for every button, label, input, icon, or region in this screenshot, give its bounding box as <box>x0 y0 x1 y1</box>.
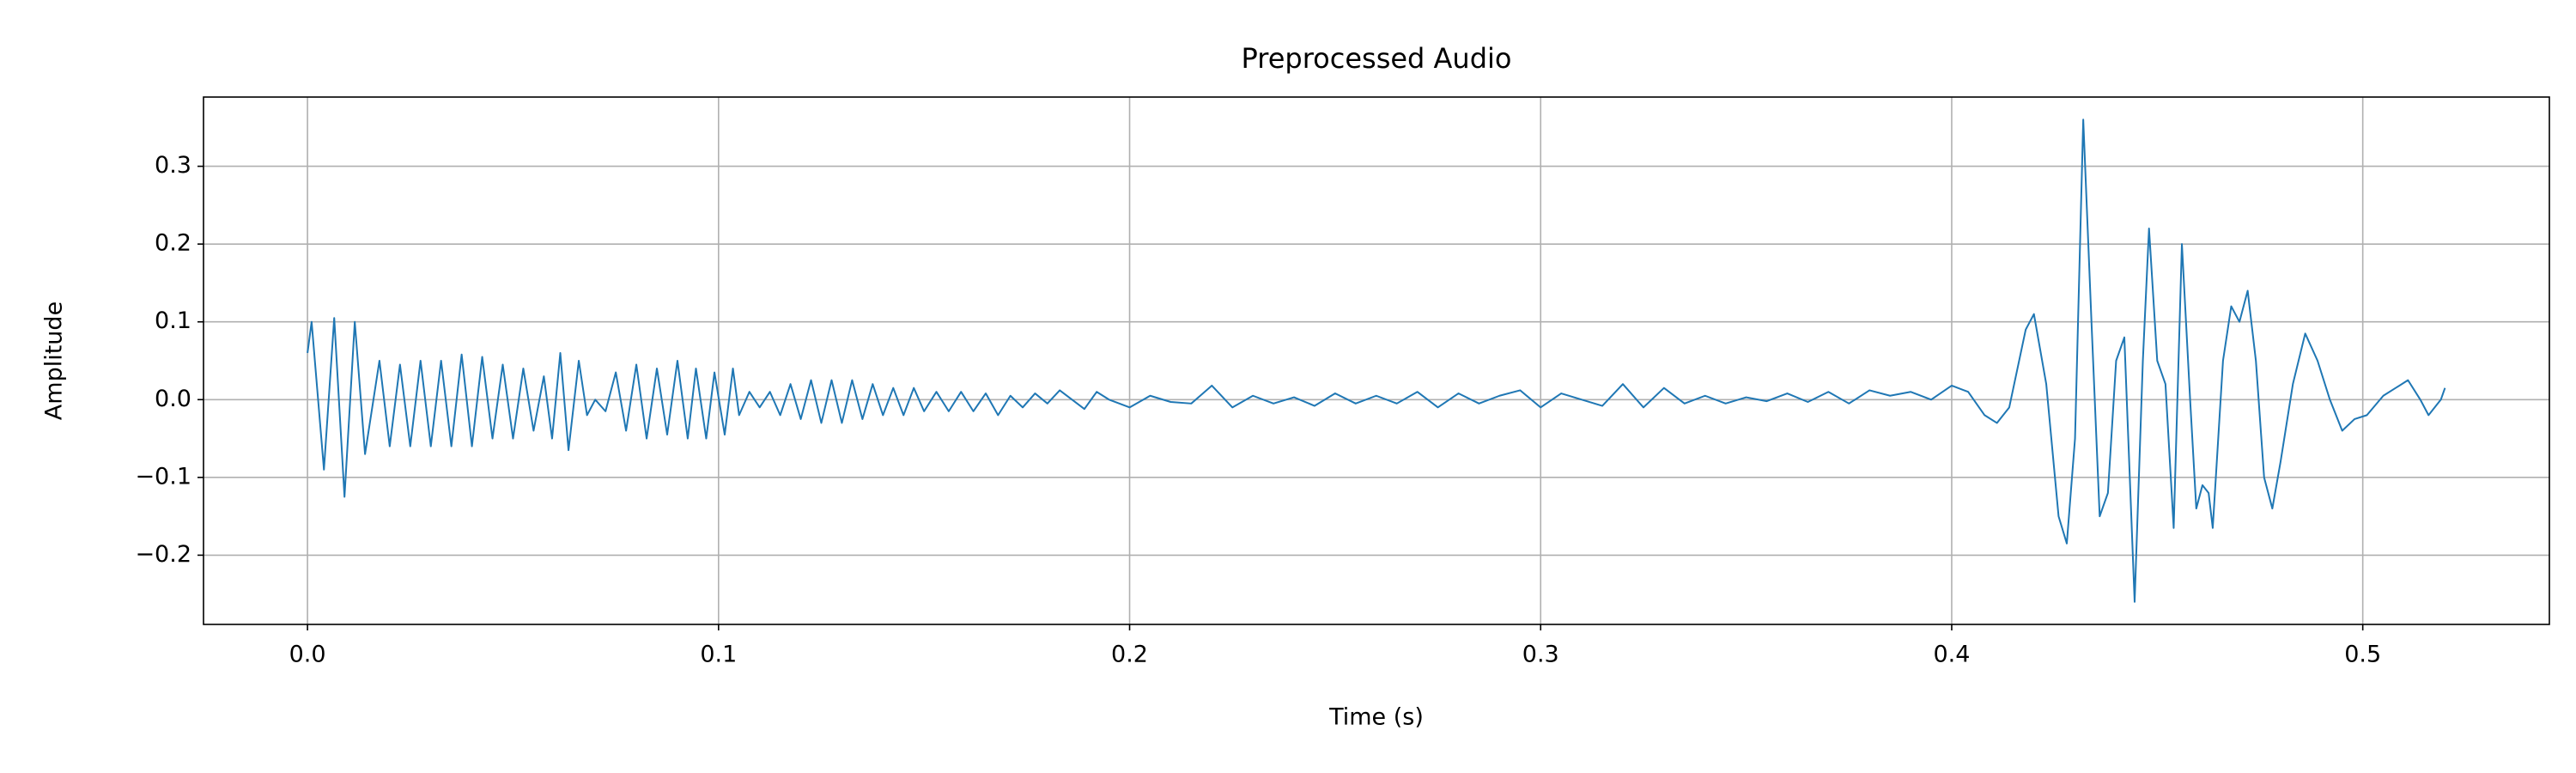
plot-frame <box>203 96 2550 625</box>
y-tick-label: 0.0 <box>155 386 191 412</box>
x-tick-label: 0.0 <box>289 642 326 668</box>
y-tick-label: 0.1 <box>155 307 191 334</box>
x-tick-label: 0.3 <box>1522 642 1559 668</box>
chart-title: Preprocessed Audio <box>1242 42 1512 75</box>
y-axis-label: Amplitude <box>41 301 68 420</box>
y-tick-label: 0.2 <box>155 230 191 257</box>
x-axis-label: Time (s) <box>1328 704 1424 731</box>
x-tick-label: 0.5 <box>2344 642 2381 668</box>
y-tick-label: −0.2 <box>135 541 191 568</box>
x-tick-label: 0.4 <box>1933 642 1970 668</box>
x-tick-label: 0.2 <box>1111 642 1148 668</box>
y-tick-label: 0.3 <box>155 152 191 179</box>
x-tick-label: 0.1 <box>700 642 737 668</box>
waveform-line <box>307 119 2446 603</box>
y-tick-label: −0.1 <box>135 463 191 490</box>
